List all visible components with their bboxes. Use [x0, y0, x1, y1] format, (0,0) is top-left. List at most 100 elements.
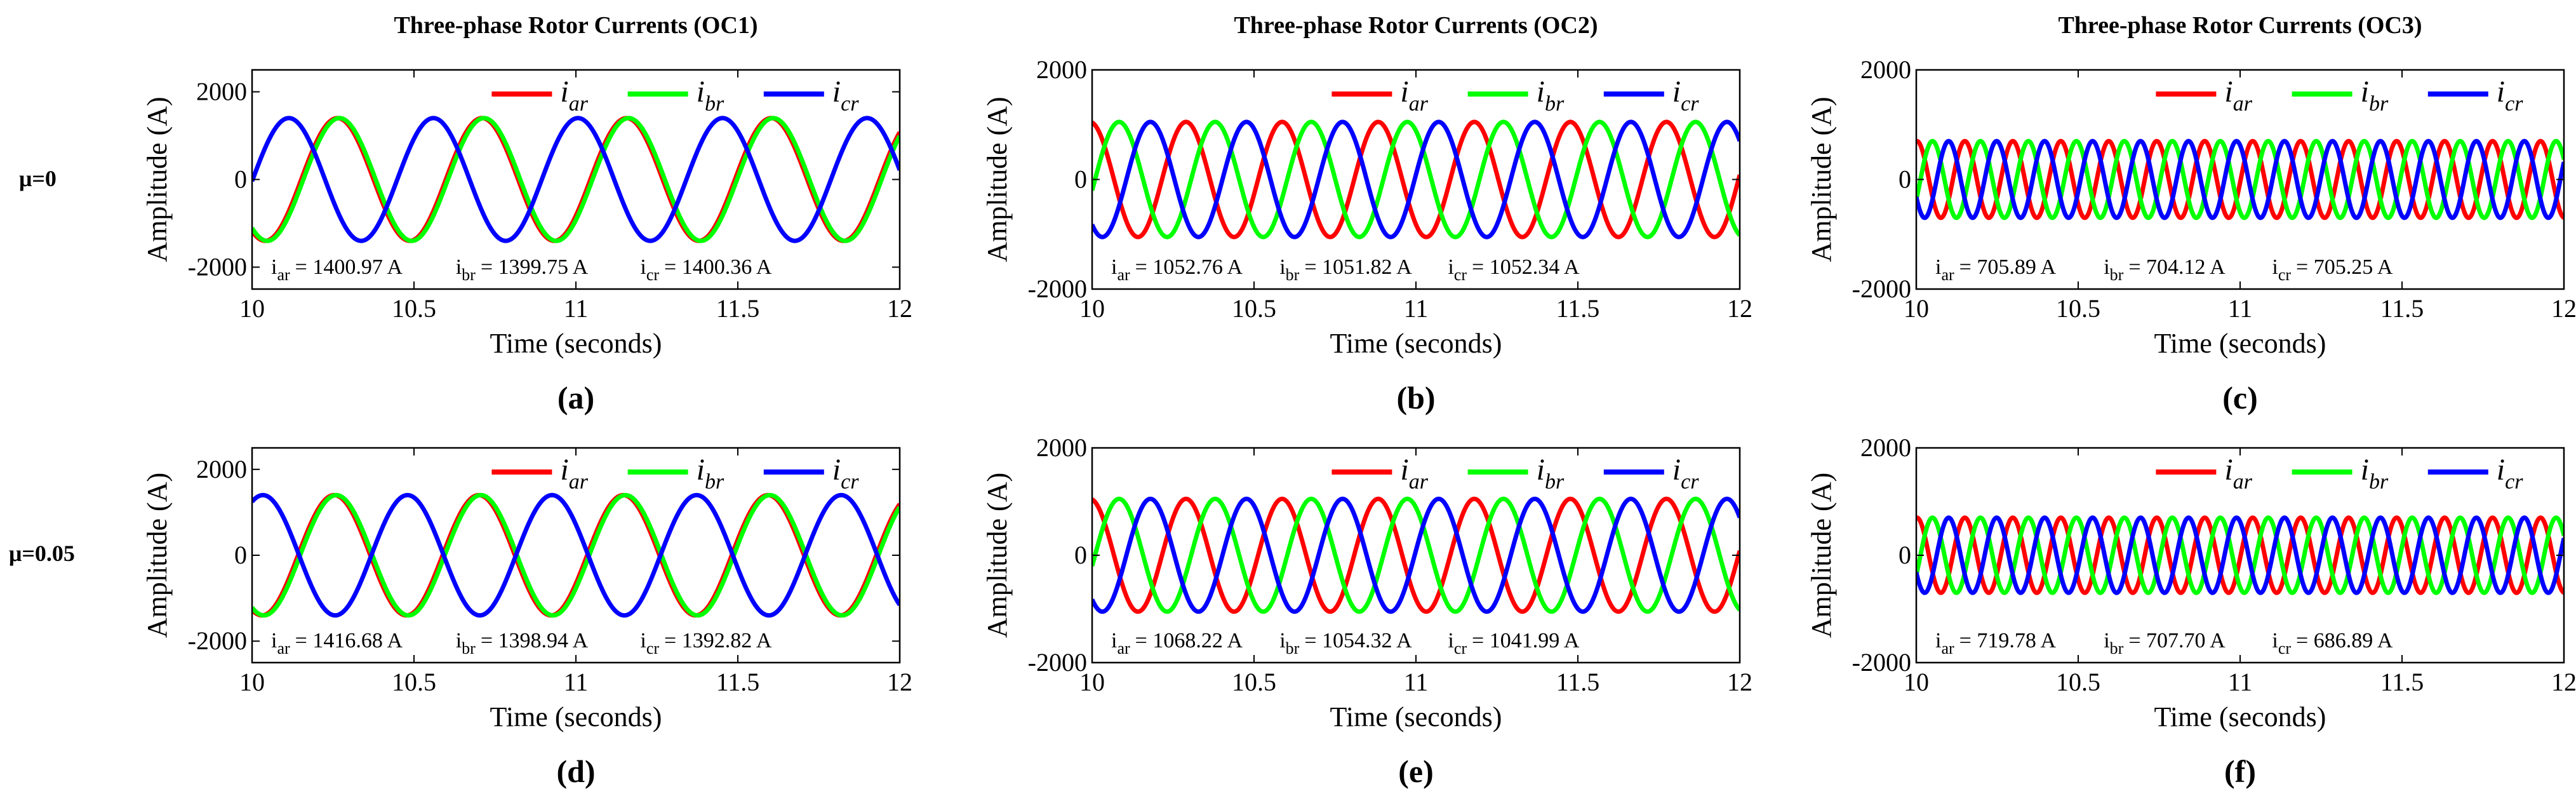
rms-symbol: i: [271, 255, 277, 279]
legend-symbol: i: [1400, 453, 1408, 487]
legend-symbol: i: [560, 453, 568, 487]
y-tick-label: 2000: [196, 78, 247, 106]
x-axis-label: Time (seconds): [2154, 701, 2326, 732]
x-tick-label: 10: [239, 294, 265, 323]
rms-symbol: i: [456, 255, 462, 279]
legend-symbol: i: [560, 75, 568, 109]
x-tick-label: 10: [1079, 668, 1105, 696]
legend-symbol: i: [2224, 75, 2232, 109]
legend-subscript: ar: [2233, 92, 2253, 116]
rms-symbol: i: [1111, 629, 1117, 652]
rms-subscript: br: [462, 266, 476, 284]
legend-label-cr: icr: [832, 75, 859, 116]
x-tick-label: 10: [1079, 294, 1105, 323]
legend-symbol: i: [2497, 453, 2505, 487]
x-tick-label: 11: [1404, 294, 1429, 323]
legend-symbol: i: [1400, 75, 1408, 109]
legend-subscript: cr: [841, 470, 859, 494]
x-tick-label: 12: [2551, 668, 2576, 696]
x-tick-label: 11: [1404, 668, 1429, 696]
legend-label-br: ibr: [697, 453, 724, 494]
rms-subscript: br: [2110, 266, 2124, 284]
rms-subscript: br: [462, 639, 476, 658]
legend-symbol: i: [832, 75, 841, 109]
rms-subscript: cr: [1454, 266, 1467, 284]
x-tick-label: 11.5: [2380, 294, 2424, 323]
rms-symbol: i: [1935, 255, 1941, 279]
rms-symbol: i: [1448, 629, 1453, 652]
x-tick-label: 11.5: [1556, 668, 1600, 696]
y-tick-label: 2000: [1036, 55, 1087, 84]
chart-title: Three-phase Rotor Currents (OC3): [2058, 12, 2422, 39]
series-line-br: [1916, 138, 2564, 220]
x-tick-label: 10.5: [1232, 668, 1276, 696]
legend-symbol: i: [1672, 453, 1681, 487]
rms-symbol: i: [2272, 629, 2278, 652]
legend-subscript: cr: [2505, 92, 2523, 116]
series-line-ar: [1916, 515, 2564, 595]
rms-value-ar: iar = 705.89 A: [1935, 255, 2056, 284]
rms-symbol: i: [2272, 255, 2278, 279]
rms-symbol: i: [456, 629, 462, 652]
legend-label-cr: icr: [1672, 75, 1699, 116]
x-tick-label: 12: [1727, 294, 1752, 323]
x-tick-label: 10: [1904, 294, 1929, 323]
rms-value-ar: iar = 1052.76 A: [1111, 255, 1243, 284]
rms-value-br: ibr = 704.12 A: [2104, 255, 2226, 284]
x-tick-label: 10.5: [2056, 294, 2100, 323]
series-line-cr: [1916, 138, 2564, 220]
rms-value-br: ibr = 1054.32 A: [1279, 629, 1412, 658]
legend-label-ar: iar: [2224, 453, 2252, 494]
rms-subscript: br: [2110, 639, 2124, 658]
y-tick-label: -2000: [1852, 648, 1911, 677]
x-tick-label: 10: [239, 668, 265, 696]
legend-subscript: ar: [1409, 470, 1429, 494]
x-tick-label: 11: [564, 668, 589, 696]
rms-value-ar: iar = 1068.22 A: [1111, 629, 1243, 658]
x-tick-label: 12: [2551, 294, 2576, 323]
legend-symbol: i: [2224, 453, 2232, 487]
rms-value-cr: icr = 1041.99 A: [1448, 629, 1579, 658]
y-tick-label: -2000: [188, 626, 247, 655]
chart-panel-d: 10 10.5 11 11.5 12 -2000 0 2000 Time (seconds) Am…: [142, 447, 912, 789]
y-tick-label: 0: [1899, 165, 1911, 194]
rms-symbol: i: [1111, 255, 1117, 279]
series-line-cr: [1092, 119, 1740, 240]
y-axis-label: Amplitude (A): [982, 97, 1013, 262]
rms-subscript: cr: [646, 266, 660, 284]
x-tick-label: 10.5: [392, 668, 436, 696]
rms-number: = 1416.68 A: [295, 629, 403, 652]
x-tick-label: 11: [2228, 294, 2253, 323]
legend-subscript: cr: [1681, 92, 1699, 116]
x-tick-label: 11.5: [1556, 294, 1600, 323]
subfigure-label: (f): [2224, 753, 2256, 789]
y-tick-label: 2000: [1860, 55, 1911, 84]
legend-label-br: ibr: [1537, 75, 1565, 116]
series-line-ar: [1916, 138, 2564, 220]
legend-label-ar: iar: [560, 75, 588, 116]
rms-value-ar: iar = 1416.68 A: [271, 629, 403, 658]
x-tick-label: 10.5: [1232, 294, 1276, 323]
series-line-cr: [252, 492, 900, 618]
legend-subscript: cr: [2505, 470, 2523, 494]
rms-subscript: br: [1286, 266, 1300, 284]
rms-subscript: ar: [1941, 639, 1954, 658]
rms-number: = 686.89 A: [2296, 629, 2393, 652]
legend-symbol: i: [2361, 453, 2369, 487]
y-tick-label: -2000: [1028, 274, 1087, 303]
legend-label-ar: iar: [1400, 75, 1428, 116]
rms-symbol: i: [1448, 255, 1453, 279]
legend-symbol: i: [832, 453, 841, 487]
rms-value-cr: icr = 686.89 A: [2272, 629, 2392, 658]
rms-value-cr: icr = 1400.36 A: [640, 255, 771, 284]
row-label-mu-0: μ=0: [19, 166, 57, 191]
rms-value-br: ibr = 1399.75 A: [456, 255, 589, 284]
legend-label-cr: icr: [2497, 75, 2523, 116]
legend-label-cr: icr: [832, 453, 859, 494]
chart-title: Three-phase Rotor Currents (OC2): [1234, 12, 1598, 39]
rms-subscript: cr: [2278, 266, 2292, 284]
x-tick-label: 10.5: [392, 294, 436, 323]
legend-symbol: i: [2497, 75, 2505, 109]
y-tick-label: -2000: [1852, 274, 1911, 303]
rms-number: = 1400.97 A: [295, 255, 403, 279]
